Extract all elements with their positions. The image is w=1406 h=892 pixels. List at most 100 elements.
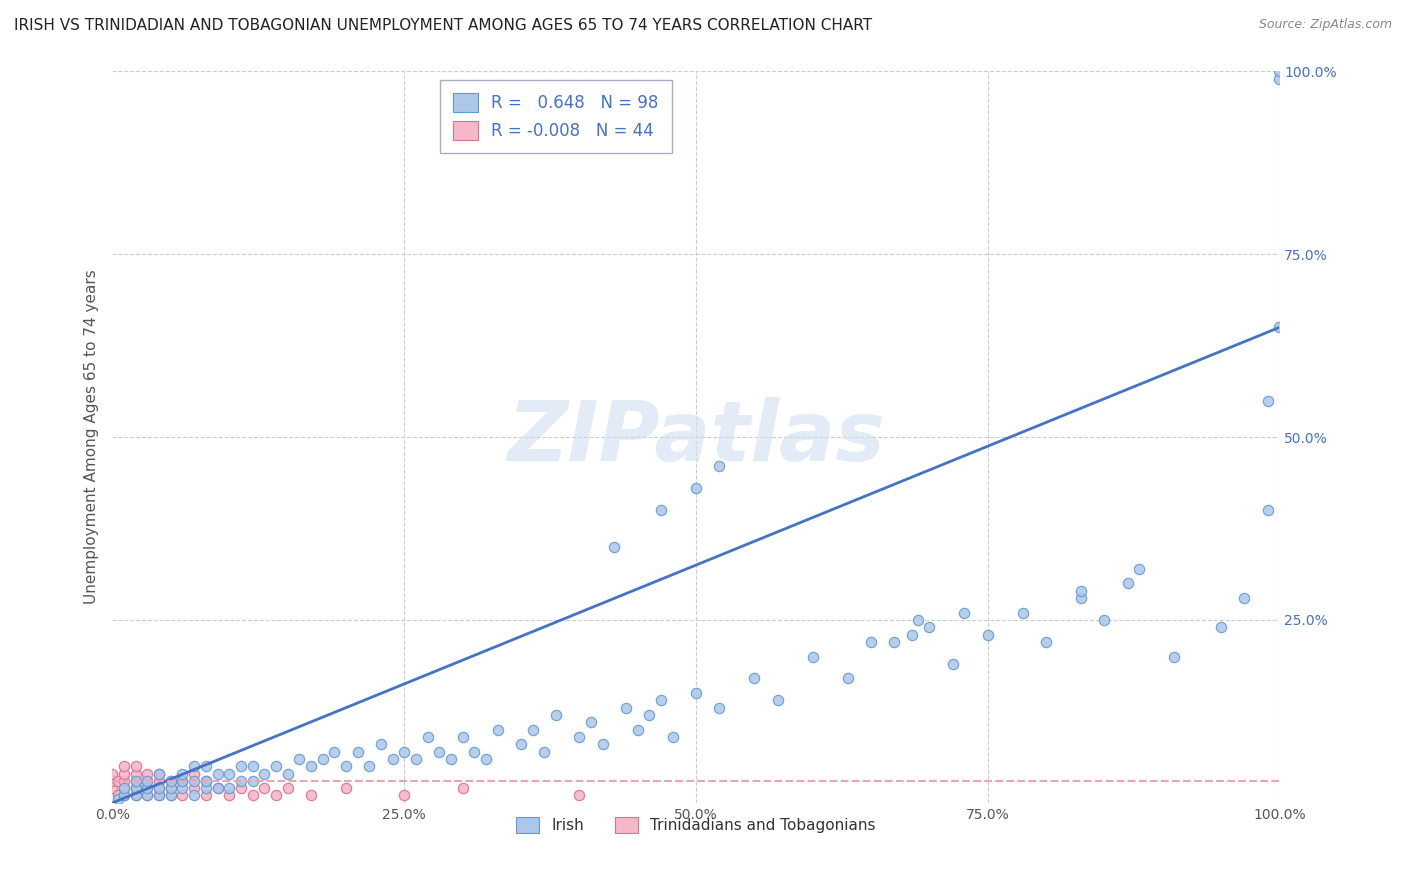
- Point: [685, 481, 707, 495]
- Point: [1128, 562, 1150, 576]
- Point: [125, 781, 148, 796]
- Point: [1233, 591, 1256, 605]
- Point: [242, 789, 264, 803]
- Point: [253, 781, 276, 796]
- Point: [1163, 649, 1185, 664]
- Point: [1268, 320, 1291, 334]
- Point: [183, 781, 205, 796]
- Point: [160, 773, 183, 788]
- Point: [603, 540, 626, 554]
- Point: [172, 781, 194, 796]
- Point: [1094, 613, 1116, 627]
- Point: [194, 773, 217, 788]
- Point: [160, 789, 183, 803]
- Point: [766, 693, 789, 707]
- Point: [136, 766, 159, 780]
- Point: [568, 789, 591, 803]
- Point: [242, 759, 264, 773]
- Point: [148, 773, 170, 788]
- Text: IRISH VS TRINIDADIAN AND TOBAGONIAN UNEMPLOYMENT AMONG AGES 65 TO 74 YEARS CORRE: IRISH VS TRINIDADIAN AND TOBAGONIAN UNEM…: [14, 18, 872, 33]
- Point: [125, 759, 148, 773]
- Point: [172, 766, 194, 780]
- Point: [148, 789, 170, 803]
- Point: [381, 752, 404, 766]
- Point: [370, 737, 392, 751]
- Point: [125, 781, 148, 796]
- Point: [522, 723, 544, 737]
- Point: [194, 781, 217, 796]
- Point: [1268, 64, 1291, 78]
- Point: [299, 759, 322, 773]
- Point: [183, 789, 205, 803]
- Point: [112, 773, 135, 788]
- Point: [112, 789, 135, 803]
- Point: [218, 789, 240, 803]
- Point: [229, 781, 252, 796]
- Point: [335, 759, 357, 773]
- Point: [533, 745, 555, 759]
- Point: [112, 781, 135, 796]
- Point: [136, 773, 159, 788]
- Point: [1070, 583, 1092, 598]
- Point: [264, 789, 287, 803]
- Point: [125, 766, 148, 780]
- Point: [194, 789, 217, 803]
- Point: [440, 752, 463, 766]
- Point: [837, 672, 859, 686]
- Legend: Irish, Trinidadians and Tobagonians: Irish, Trinidadians and Tobagonians: [510, 811, 882, 839]
- Point: [160, 781, 183, 796]
- Point: [685, 686, 707, 700]
- Text: ZIPatlas: ZIPatlas: [508, 397, 884, 477]
- Point: [148, 781, 170, 796]
- Point: [614, 700, 637, 714]
- Point: [172, 789, 194, 803]
- Point: [568, 730, 591, 744]
- Point: [148, 766, 170, 780]
- Point: [335, 781, 357, 796]
- Point: [579, 715, 602, 730]
- Point: [125, 789, 148, 803]
- Point: [125, 773, 148, 788]
- Point: [112, 759, 135, 773]
- Point: [1070, 591, 1092, 605]
- Point: [463, 745, 485, 759]
- Point: [183, 766, 205, 780]
- Point: [136, 789, 159, 803]
- Point: [638, 708, 661, 723]
- Point: [148, 766, 170, 780]
- Point: [183, 759, 205, 773]
- Point: [627, 723, 650, 737]
- Point: [709, 459, 731, 474]
- Point: [276, 766, 298, 780]
- Point: [160, 773, 183, 788]
- Point: [976, 627, 998, 641]
- Point: [160, 789, 183, 803]
- Point: [107, 789, 129, 803]
- Point: [801, 649, 824, 664]
- Point: [125, 789, 148, 803]
- Point: [107, 773, 129, 788]
- Point: [1011, 606, 1033, 620]
- Point: [323, 745, 346, 759]
- Point: [136, 789, 159, 803]
- Point: [112, 766, 135, 780]
- Point: [136, 773, 159, 788]
- Point: [148, 789, 170, 803]
- Point: [860, 635, 883, 649]
- Point: [1257, 393, 1279, 408]
- Point: [744, 672, 766, 686]
- Point: [650, 693, 672, 707]
- Point: [207, 766, 229, 780]
- Point: [194, 773, 217, 788]
- Point: [1209, 620, 1232, 634]
- Point: [172, 773, 194, 788]
- Point: [207, 781, 229, 796]
- Point: [509, 737, 531, 751]
- Point: [311, 752, 333, 766]
- Point: [136, 781, 159, 796]
- Point: [709, 700, 731, 714]
- Point: [346, 745, 368, 759]
- Point: [451, 730, 474, 744]
- Point: [229, 773, 252, 788]
- Point: [592, 737, 614, 751]
